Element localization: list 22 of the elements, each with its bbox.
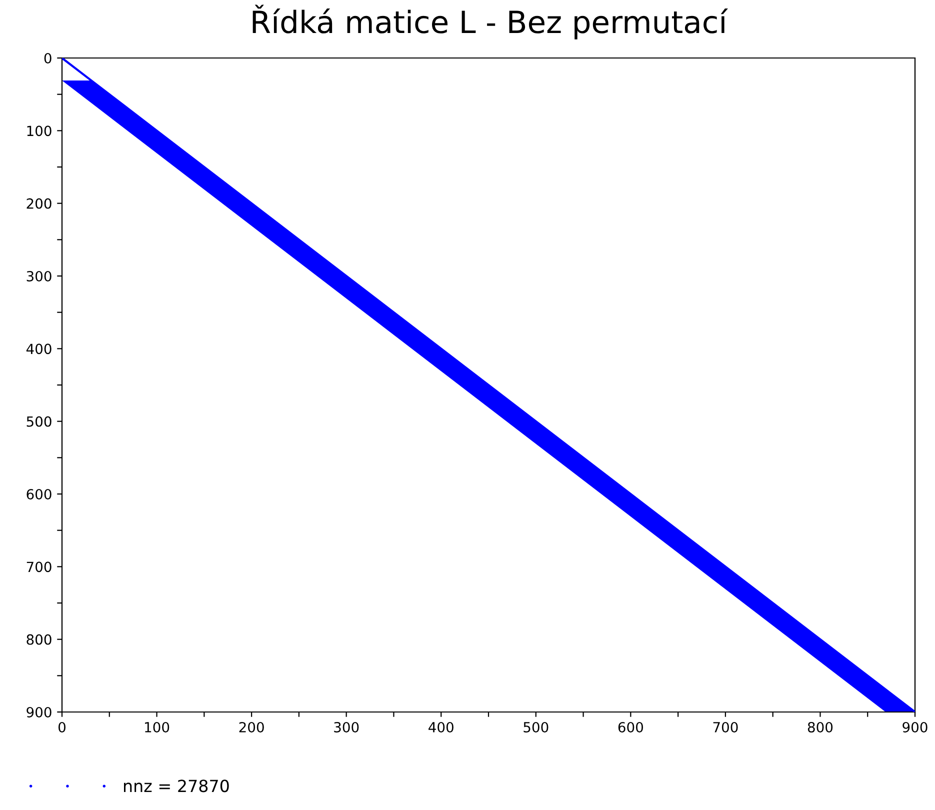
x-tick-label: 800 <box>808 722 833 732</box>
y-tick-label: 900 <box>26 706 52 718</box>
y-tick-label: 600 <box>26 488 52 500</box>
y-tick-label: 300 <box>26 270 52 282</box>
x-tick-label: 700 <box>713 722 738 732</box>
legend-label: nnz = 27870 <box>124 780 229 792</box>
chart-title: Řídká matice L - Bez permutací <box>252 4 728 40</box>
x-tick-label: 200 <box>239 722 264 732</box>
y-tick-label: 400 <box>26 344 52 354</box>
x-tick-label: 400 <box>428 722 454 732</box>
y-tick-label: 700 <box>26 562 52 572</box>
y-tick-label: 200 <box>26 198 52 209</box>
x-tick-label: 900 <box>902 722 928 732</box>
y-tick-label: 800 <box>26 634 52 645</box>
y-tick-label: 500 <box>26 416 52 427</box>
x-tick-label: 0 <box>58 722 66 732</box>
y-tick-label: 0 <box>44 52 52 64</box>
x-tick-label: 300 <box>334 722 359 732</box>
x-tick-label: 600 <box>618 722 643 732</box>
y-tick-label: 100 <box>27 126 52 136</box>
x-tick-label: 500 <box>524 722 548 732</box>
x-tick-label: 100 <box>145 722 170 732</box>
